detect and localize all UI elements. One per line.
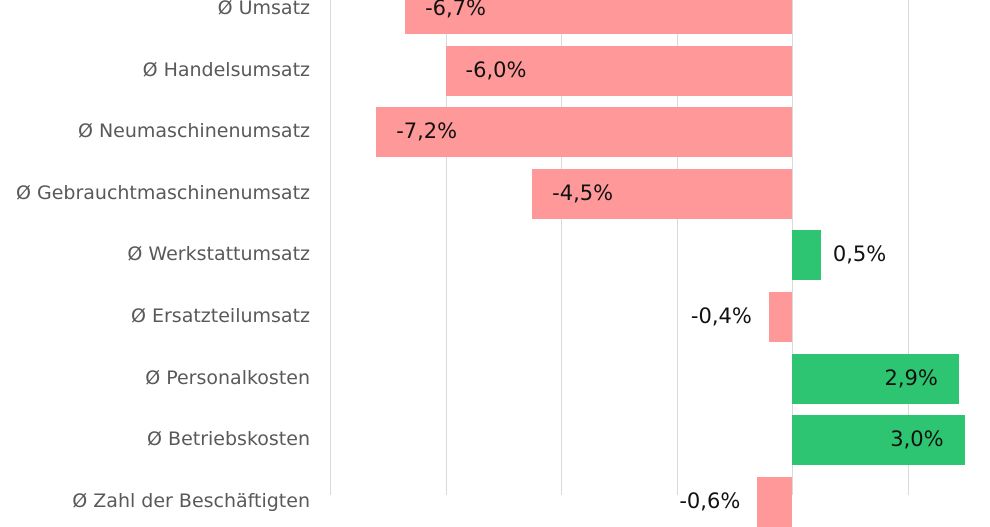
- category-label: Ø Handelsumsatz: [142, 58, 310, 81]
- value-label: -6,7%: [425, 0, 486, 20]
- gridline: [446, 0, 447, 495]
- bar: [445, 45, 792, 96]
- value-label: -6,0%: [465, 57, 527, 82]
- bar: [768, 292, 792, 342]
- category-label: Ø Betriebskosten: [147, 428, 310, 451]
- bar: [792, 230, 821, 281]
- value-label: -0,4%: [690, 304, 752, 328]
- value-label: 3,0%: [890, 427, 944, 452]
- bar-chart: Ø Umsatz -6,7% Ø Handelsumsatz -6,0% Ø Neuma…: [15, 0, 966, 527]
- gridline: [561, 0, 562, 495]
- category-label: Ø Gebrauchtmaschinenumsatz: [15, 181, 310, 204]
- gridline: [330, 0, 331, 495]
- value-label: 2,9%: [884, 365, 938, 390]
- bar: [792, 415, 966, 466]
- bar: [376, 107, 792, 158]
- gridline: [908, 0, 909, 495]
- category-label: Ø Umsatz: [217, 0, 310, 19]
- gridline: [677, 0, 678, 495]
- value-label: -7,2%: [396, 119, 458, 144]
- category-label: Ø Personalkosten: [145, 366, 310, 389]
- category-label: Ø Zahl der Beschäftigten: [72, 489, 310, 512]
- value-label: -4,5%: [552, 180, 614, 205]
- category-label: Ø Werkstattumsatz: [127, 243, 310, 266]
- value-label: -0,6%: [679, 488, 741, 513]
- category-label: Ø Neumaschinenumsatz: [77, 120, 310, 143]
- value-label: 0,5%: [832, 242, 887, 267]
- bar: [532, 168, 792, 219]
- bar: [757, 476, 792, 527]
- bar: [792, 353, 960, 404]
- bar: [405, 0, 792, 34]
- category-label: Ø Ersatzteilumsatz: [131, 305, 310, 327]
